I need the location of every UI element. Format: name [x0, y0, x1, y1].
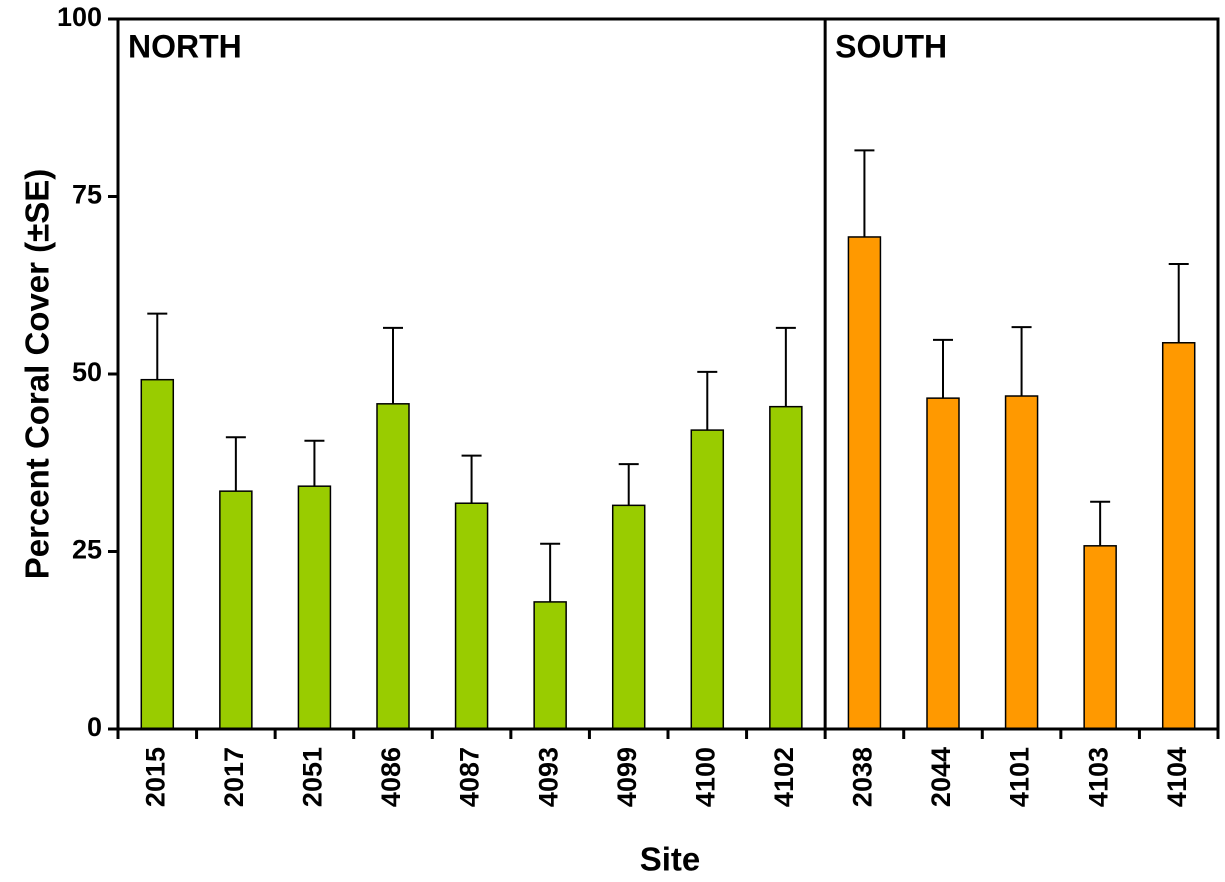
- bar: [219, 490, 253, 730]
- bar: [376, 403, 410, 730]
- y-tick-label: 50: [72, 357, 102, 387]
- x-tick-label: 4102: [769, 747, 799, 807]
- x-tick-label: 4099: [612, 747, 642, 807]
- x-tick-label: 4101: [1005, 747, 1035, 807]
- bar: [454, 502, 489, 730]
- x-tick-label: 4100: [690, 747, 720, 807]
- bar: [769, 405, 803, 730]
- bar: [611, 504, 646, 730]
- x-tick-label: 4104: [1162, 747, 1192, 807]
- y-tick-label: 75: [72, 180, 102, 210]
- x-axis-title: Site: [640, 841, 701, 878]
- y-tick-label: 25: [72, 535, 102, 565]
- group-label: NORTH: [128, 28, 242, 64]
- bar: [926, 397, 960, 730]
- y-axis-title: Percent Coral Cover (±SE): [19, 169, 56, 580]
- bar: [1161, 342, 1196, 730]
- x-tick-label: 4087: [455, 747, 485, 807]
- group-label: SOUTH: [835, 28, 947, 64]
- plot-frame: [116, 17, 1220, 731]
- bar: [140, 378, 175, 730]
- x-tick-label: 4093: [533, 747, 563, 807]
- x-tick-label: 2017: [219, 747, 249, 807]
- bar: [1083, 545, 1117, 730]
- x-tick-label: 2051: [298, 747, 328, 807]
- y-tick-label: 100: [57, 2, 102, 32]
- x-tick-label: 2044: [926, 747, 956, 807]
- x-tick-label: 4103: [1083, 747, 1113, 807]
- bar: [847, 236, 882, 730]
- bar: [690, 429, 725, 730]
- x-tick-label: 2015: [140, 747, 170, 807]
- bar: [533, 601, 567, 730]
- x-tick-label: 2038: [848, 747, 878, 807]
- x-tick-label: 4086: [376, 747, 406, 807]
- y-tick-label: 0: [87, 712, 102, 742]
- bar: [297, 485, 332, 730]
- bar: [1004, 395, 1039, 730]
